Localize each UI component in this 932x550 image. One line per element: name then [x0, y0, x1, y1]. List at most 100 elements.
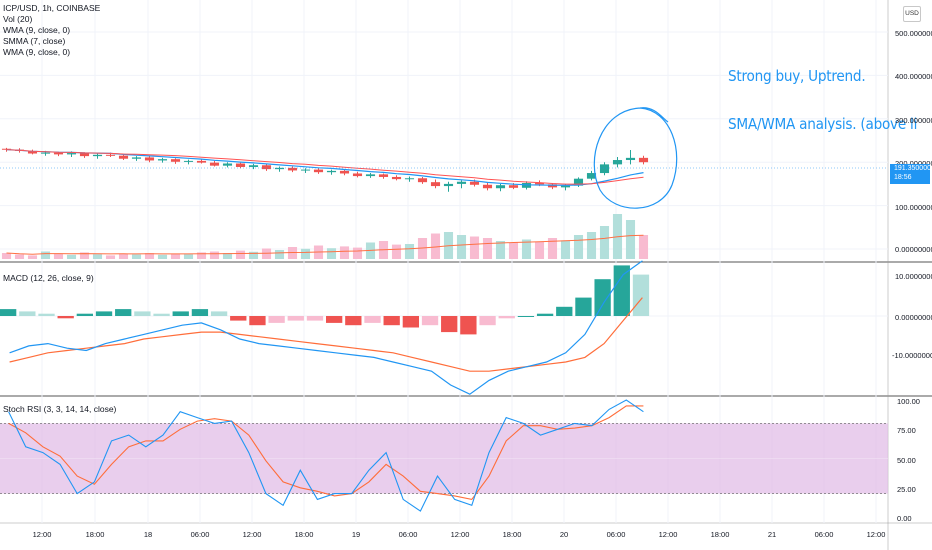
rsi-legend[interactable]: Stoch RSI (3, 3, 14, 14, close)	[3, 404, 116, 415]
time-label: 19	[351, 530, 361, 539]
candle-body	[105, 154, 116, 156]
volume-bar	[625, 220, 636, 259]
time-label: 18:00	[294, 530, 314, 539]
macd-title: MACD (12, 26, close, 9)	[3, 273, 94, 283]
candle-body	[586, 173, 597, 179]
candle-body	[521, 183, 532, 188]
macd-axis-label: 0.00000000	[895, 313, 932, 322]
indicator-smma[interactable]: SMMA (7, close)	[3, 36, 66, 46]
candle-body	[547, 184, 558, 188]
macd-histogram-bar	[479, 316, 496, 326]
price-label: 0.00000000	[895, 245, 932, 254]
indicator-wma-2[interactable]: WMA (9, close, 0)	[3, 47, 71, 57]
macd-histogram-bar	[517, 316, 535, 317]
rsi-axis-label: 0.00	[897, 514, 912, 523]
volume-bar	[183, 254, 194, 259]
volume-bar	[248, 251, 259, 259]
time-label: 18	[143, 530, 153, 539]
time-label: 06:00	[398, 530, 418, 539]
macd-histogram-bar	[19, 311, 36, 316]
time-label: 20	[559, 530, 569, 539]
rsi-title: Stoch RSI (3, 3, 14, 14, close)	[3, 404, 117, 414]
volume-bar	[534, 241, 545, 259]
price-label: 500.00000000	[895, 29, 932, 38]
candle-body	[92, 154, 103, 157]
candle-body	[508, 185, 519, 188]
price-label: 200.00000000	[895, 159, 932, 168]
candle-body	[287, 167, 298, 171]
time-label: 12:00	[658, 530, 678, 539]
candle-body	[534, 183, 545, 185]
macd-histogram-bar	[536, 313, 554, 316]
volume-bar	[586, 232, 597, 259]
macd-signal-line	[9, 297, 643, 372]
circle-annotation	[593, 107, 678, 209]
macd-axis-label: 10.00000000	[895, 272, 932, 281]
candle-body	[417, 178, 428, 183]
symbol-title[interactable]: ICP/USD, 1h, COINBASE	[3, 3, 101, 13]
macd-histogram-bar	[38, 313, 55, 316]
macd-histogram-bar	[421, 316, 439, 326]
volume-bar	[326, 248, 337, 259]
volume-bar	[79, 252, 90, 259]
macd-histogram-bar	[460, 316, 477, 335]
macd-histogram-bar	[556, 306, 573, 316]
time-label: 06:00	[606, 530, 626, 539]
macd-histogram-bar	[498, 316, 515, 319]
macd-histogram-bar	[383, 316, 400, 326]
price-label: 400.00000000	[895, 72, 932, 81]
candle-body	[443, 183, 454, 187]
candle-body	[313, 169, 324, 173]
macd-histogram-bar	[153, 313, 170, 316]
volume-bar	[391, 244, 402, 259]
indicator-vol[interactable]: Vol (20)	[3, 14, 33, 24]
annotation-strong-buy[interactable]: Strong buy, Uptrend.	[728, 67, 866, 85]
annotation-sma-wma[interactable]: SMA/WMA analysis. (above li	[728, 115, 918, 133]
volume-bar	[235, 250, 246, 259]
time-label: 12:00	[32, 530, 52, 539]
candle-body	[196, 160, 207, 163]
current-price-tag: 191.35000000 18:56	[890, 164, 932, 184]
macd-histogram-bar	[632, 274, 650, 316]
candle-body	[326, 170, 337, 173]
smma-line	[6, 149, 644, 185]
volume-bar	[560, 240, 571, 259]
candle-body	[222, 163, 233, 166]
candle-body	[209, 162, 220, 166]
volume-bar	[352, 247, 363, 259]
macd-histogram-bar	[402, 316, 420, 328]
macd-histogram-bar	[191, 309, 209, 316]
indicator-wma-1[interactable]: WMA (9, close, 0)	[3, 25, 71, 35]
candle-body	[352, 173, 363, 177]
bar-countdown: 18:56	[894, 174, 912, 181]
volume-bar	[482, 238, 493, 259]
time-label: 18:00	[502, 530, 522, 539]
candle-body	[638, 157, 649, 163]
stoch-d-line	[8, 405, 644, 501]
candle-body	[300, 169, 311, 171]
time-label: 12:00	[866, 530, 886, 539]
wma-line	[6, 149, 644, 186]
macd-histogram-bar	[345, 316, 362, 326]
time-label: 12:00	[242, 530, 262, 539]
candle-body	[183, 160, 194, 162]
macd-histogram-bar	[268, 316, 285, 323]
price-label: 100.00000000	[895, 203, 932, 212]
macd-histogram-bar	[57, 316, 74, 319]
currency-button[interactable]: USD	[903, 6, 921, 22]
candle-body	[456, 181, 467, 184]
candle-body	[27, 150, 38, 154]
macd-axis-label: -10.00000000	[892, 351, 932, 360]
volume-bar	[456, 235, 467, 259]
price-label: 300.00000000	[895, 116, 932, 125]
candle-body	[391, 176, 402, 180]
candle-body	[248, 165, 259, 167]
volume-bar	[131, 254, 142, 259]
macd-histogram-bar	[613, 265, 630, 316]
macd-legend[interactable]: MACD (12, 26, close, 9)	[3, 273, 94, 284]
macd-histogram-bar	[326, 316, 343, 323]
rsi-axis-label: 25.00	[897, 485, 916, 494]
candle-body	[495, 185, 506, 189]
volume-bar	[209, 251, 220, 259]
